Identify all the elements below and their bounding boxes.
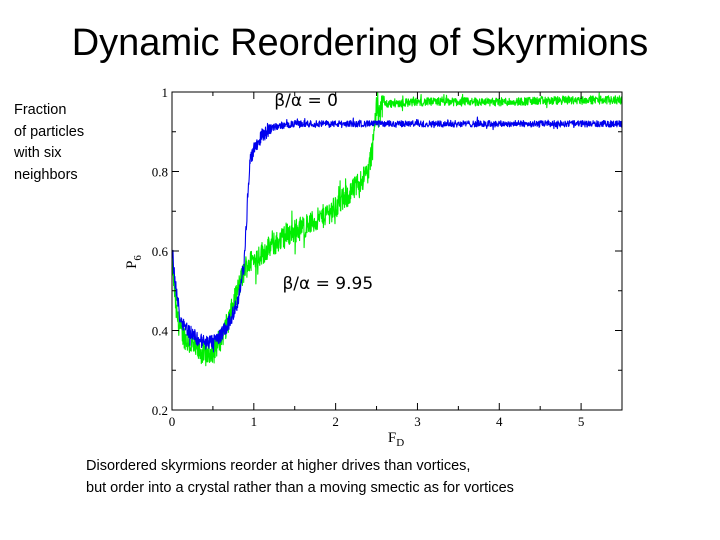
plot-frame [171,91,623,411]
y-tick-label: 0.8 [152,165,168,180]
series-annotation: β/α = 9.95 [282,274,373,294]
x-tick-label: 0 [169,414,176,429]
tick-layer: 0 1 2 3 4 5 0.2 0.4 0.6 0.8 1 [152,85,623,429]
series-layer [171,91,623,367]
x-axis-title: FD [388,430,404,449]
caption-line: Disordered skyrmions reorder at higher d… [86,458,471,474]
y-axis-title-main: P [124,261,140,269]
side-label-line: Fraction [14,102,67,118]
slide-title: Dynamic Reordering of Skyrmions [71,22,649,64]
side-label-line: neighbors [14,166,78,183]
x-tick-label: 1 [251,414,258,429]
side-label-line: with six [14,145,62,161]
y-tick-label: 0.6 [152,244,169,259]
series-line [171,91,623,367]
y-axis-title-sub: 6 [132,255,144,261]
x-axis-title-sub: D [396,437,404,449]
y-tick-label: 0.4 [152,324,169,339]
caption-line: but order into a crystal rather than a m… [86,480,514,496]
x-axis-title-main: F [388,430,396,446]
y-axis-description: Fraction of particles with six neighbors [14,100,124,186]
x-tick-label: 5 [578,414,585,429]
series-line [171,116,623,353]
slide-caption: Disordered skyrmions reorder at higher d… [86,455,706,499]
annotation-layer: β/α = 0 β/α = 9.95 [274,91,373,294]
x-tick-label: 3 [414,414,421,429]
y-tick-label: 0.2 [152,403,168,418]
side-label-line: of particles [14,123,85,140]
x-tick-label: 4 [496,414,503,429]
x-tick-label: 2 [332,414,339,429]
series-annotation: β/α = 0 [274,91,338,111]
y-tick-label: 1 [162,85,169,100]
y-axis-title: P6 [124,255,144,269]
